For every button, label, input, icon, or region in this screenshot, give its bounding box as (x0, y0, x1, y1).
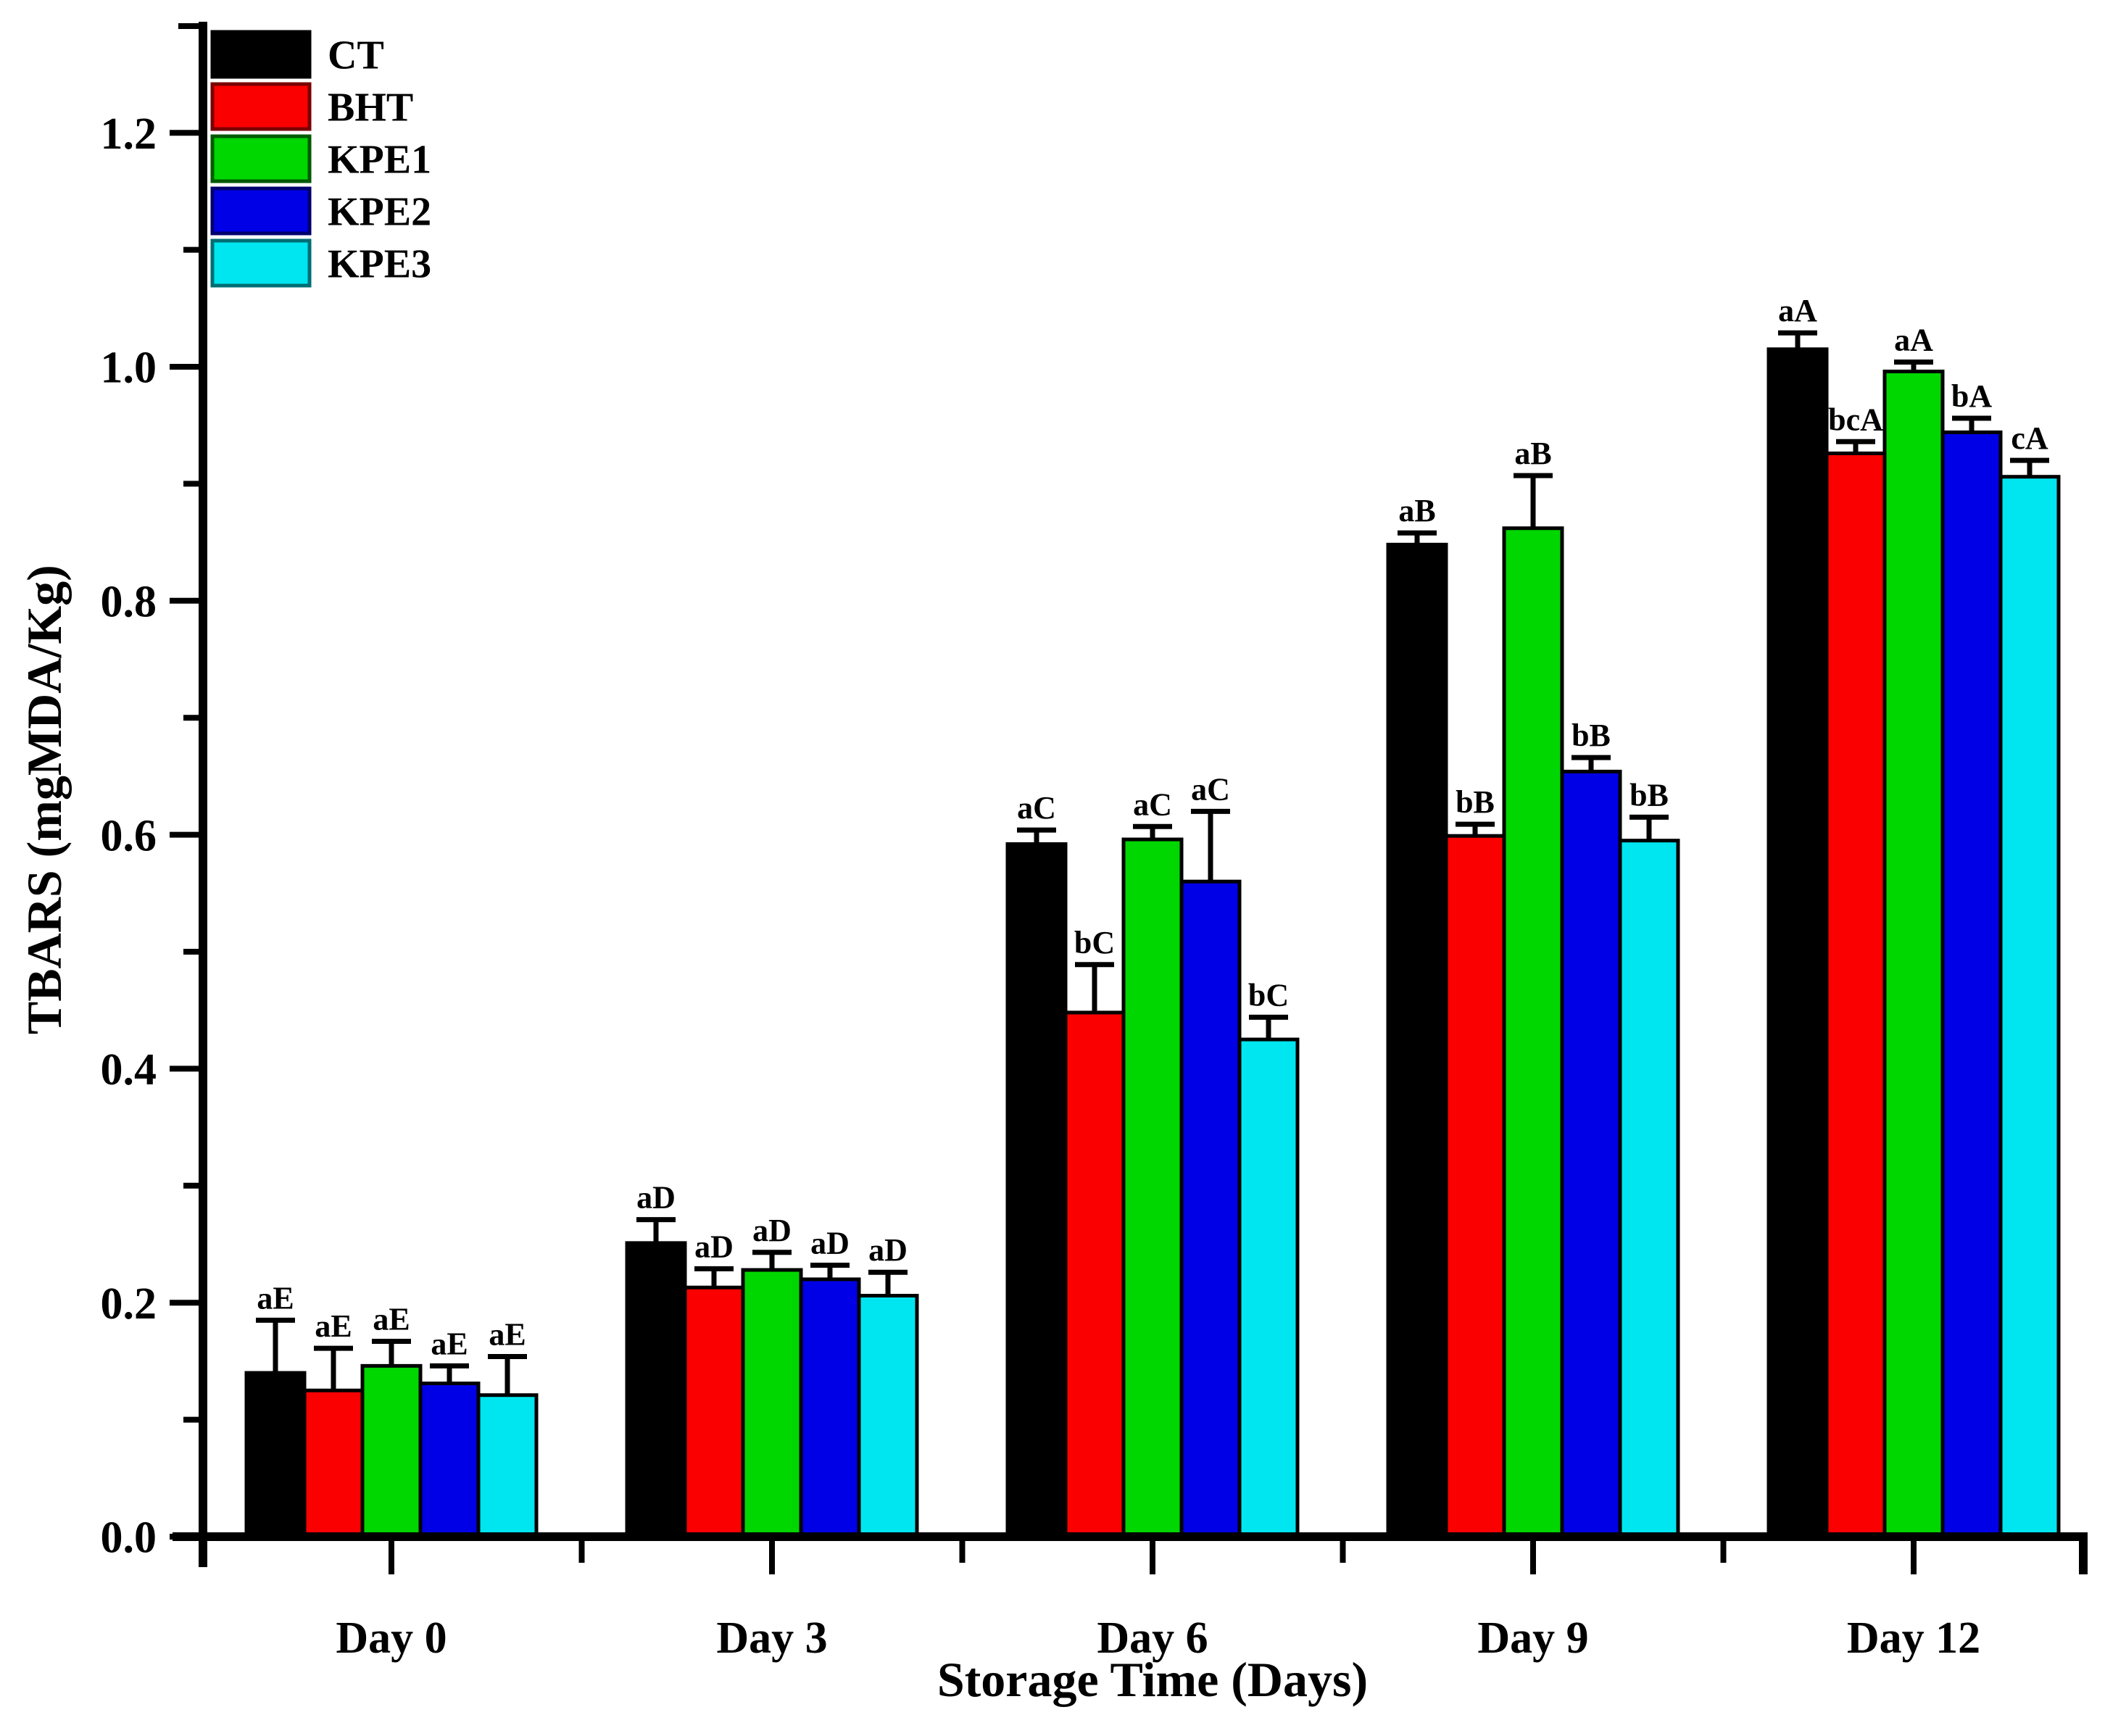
bar-KPE1-day-3 (741, 1268, 803, 1539)
sig-label-CT-day-12: aA (1778, 293, 1817, 328)
sig-label-KPE3-day-12: cA (2011, 420, 2048, 456)
bar-KPE3-day-6 (1237, 1037, 1300, 1539)
sig-label-BHT-day-6: bC (1074, 925, 1115, 960)
sig-label-KPE2-day-6: aC (1191, 771, 1230, 807)
sig-label-KPE3-day-9: bB (1629, 777, 1669, 813)
bar-KPE3-day-0 (476, 1393, 539, 1539)
sig-label-KPE1-day-9: aB (1514, 436, 1551, 471)
sig-label-BHT-day-0: aE (315, 1308, 352, 1344)
bar-CT-day-3 (625, 1241, 687, 1539)
y-tick-label-0.2: 0.2 (101, 1279, 157, 1329)
bar-BHT-day-0 (302, 1388, 365, 1539)
sig-label-KPE1-day-3: aD (752, 1213, 792, 1248)
x-tick-label-day-12: Day 12 (1847, 1614, 1980, 1663)
bar-KPE2-day-6 (1179, 879, 1242, 1539)
bar-CT-day-6 (1005, 842, 1068, 1539)
legend-label-KPE1: KPE1 (328, 138, 431, 183)
bar-KPE2-day-3 (799, 1277, 861, 1539)
y-tick-label-0.4: 0.4 (101, 1045, 157, 1095)
legend-swatch-KPE1 (210, 134, 312, 183)
sig-label-KPE1-day-0: aE (373, 1301, 410, 1337)
legend-swatch-BHT (210, 82, 312, 131)
bar-CT-day-0 (244, 1371, 307, 1539)
x-tick-label-day-9: Day 9 (1477, 1614, 1588, 1663)
bar-BHT-day-3 (683, 1285, 745, 1539)
sig-label-KPE3-day-6: bC (1248, 977, 1289, 1013)
sig-label-CT-day-6: aC (1017, 790, 1056, 826)
bar-KPE1-day-9 (1502, 526, 1564, 1539)
x-tick-label-day-0: Day 0 (336, 1614, 447, 1663)
x-axis-title: Storage Time (Days) (937, 1652, 1368, 1707)
sig-label-BHT-day-9: bB (1456, 784, 1495, 820)
sig-label-KPE2-day-9: bB (1572, 718, 1611, 753)
bar-KPE3-day-3 (857, 1294, 919, 1539)
bar-BHT-day-6 (1063, 1010, 1126, 1539)
bar-CT-day-12 (1766, 347, 1829, 1539)
sig-label-KPE3-day-0: aE (489, 1316, 526, 1352)
legend-swatch-KPE3 (210, 238, 312, 288)
y-tick-label-0.8: 0.8 (101, 578, 157, 627)
bar-KPE3-day-12 (1998, 475, 2061, 1539)
y-axis-title: TBARS (mgMDA/Kg) (17, 565, 72, 1034)
x-tick-label-day-3: Day 3 (716, 1614, 827, 1663)
sig-label-CT-day-3: aD (636, 1180, 676, 1216)
bar-KPE3-day-9 (1618, 839, 1680, 1539)
bar-KPE2-day-9 (1560, 769, 1622, 1539)
bar-KPE1-day-6 (1121, 837, 1184, 1539)
bar-KPE1-day-0 (360, 1363, 423, 1539)
sig-label-CT-day-0: aE (257, 1280, 294, 1316)
legend-label-KPE2: KPE2 (328, 190, 431, 235)
sig-label-BHT-day-12: bcA (1828, 402, 1883, 437)
bar-KPE2-day-0 (418, 1382, 481, 1539)
bar-CT-day-9 (1386, 542, 1448, 1539)
sig-label-BHT-day-3: aD (694, 1229, 734, 1264)
y-tick-label-0.6: 0.6 (101, 811, 157, 860)
sig-label-KPE2-day-0: aE (431, 1326, 468, 1361)
bar-KPE1-day-12 (1882, 369, 1945, 1539)
legend-label-BHT: BHT (328, 86, 413, 130)
sig-label-KPE1-day-6: aC (1133, 786, 1172, 822)
y-tick-label-0.0: 0.0 (101, 1513, 157, 1563)
sig-label-KPE2-day-12: bA (1951, 378, 1992, 414)
x-tick-label-day-6: Day 6 (1097, 1614, 1208, 1663)
legend-swatch-KPE2 (210, 186, 312, 236)
bar-BHT-day-12 (1824, 451, 1887, 1539)
bar-KPE2-day-12 (1940, 430, 2003, 1539)
legend-label-KPE3: KPE3 (328, 242, 431, 287)
y-tick-label-1.0: 1.0 (101, 344, 157, 393)
sig-label-KPE1-day-12: aA (1894, 323, 1933, 358)
legend-swatch-CT (210, 30, 312, 79)
sig-label-KPE2-day-3: aD (810, 1226, 850, 1261)
y-tick-label-1.2: 1.2 (101, 109, 157, 159)
sig-label-KPE3-day-3: aD (868, 1232, 908, 1268)
sig-label-CT-day-9: aB (1398, 493, 1435, 528)
legend-label-CT: CT (328, 33, 384, 78)
bar-BHT-day-9 (1444, 834, 1506, 1539)
